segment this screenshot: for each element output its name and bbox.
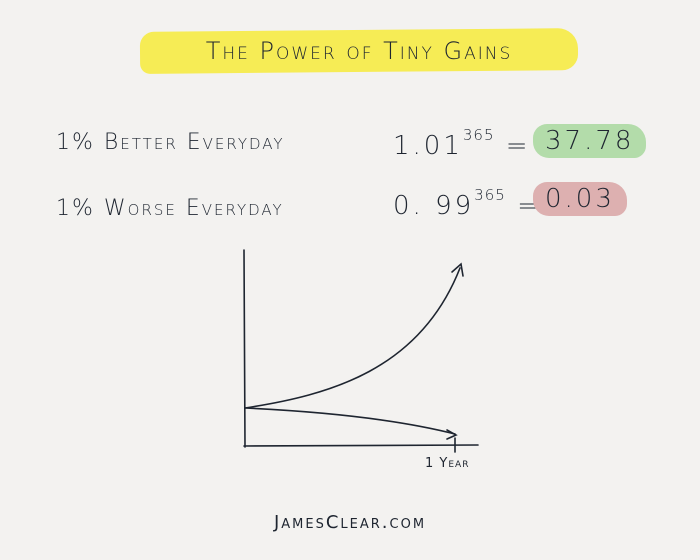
better-label: 1% Better Everyday: [56, 130, 285, 155]
improvement-curve: [244, 267, 461, 409]
worse-result: 0.03: [533, 182, 627, 216]
decline-arrowhead: [446, 429, 458, 440]
improvement-arrowhead: [451, 262, 464, 277]
worse-exponent: 365: [474, 186, 506, 204]
better-result: 37.78: [533, 124, 647, 158]
better-base: 1.01: [393, 131, 463, 161]
footer-website: JamesClear.com: [273, 512, 427, 533]
x-tick-label: 1 Year: [425, 456, 470, 471]
better-expression: 1.01365 =: [393, 126, 531, 161]
worse-label: 1% Worse Everyday: [56, 196, 284, 221]
worse-expression: 0. 99365 =: [393, 186, 542, 221]
x-axis: [243, 444, 479, 447]
decline-curve: [244, 407, 456, 435]
better-equals: =: [505, 131, 531, 161]
better-exponent: 365: [462, 126, 495, 144]
page-title: The Power of Tiny Gains: [205, 37, 513, 65]
worse-base: 0. 99: [393, 191, 475, 221]
y-axis: [243, 249, 246, 448]
